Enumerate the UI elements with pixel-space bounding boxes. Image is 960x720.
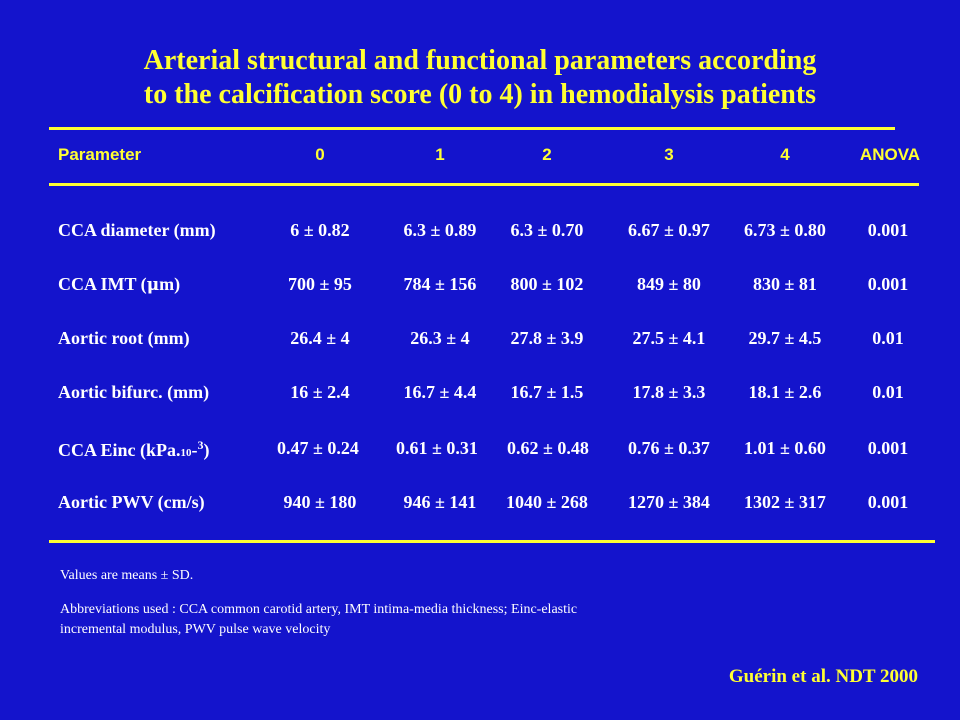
cell-anova: 0.01 — [872, 382, 904, 402]
note-abbreviations: Abbreviations used : CCA common carotid … — [60, 600, 800, 640]
cell-score-1: 16.7 ± 4.4 — [403, 382, 477, 402]
cell-score-4: 1302 ± 317 — [744, 492, 826, 512]
cell-score-2: 16.7 ± 1.5 — [510, 382, 584, 402]
cell-score-0: 26.4 ± 4 — [290, 328, 350, 348]
row-label-small-10: 10 — [180, 447, 192, 459]
row-label-close: ) — [203, 440, 210, 460]
cell-score-1: 784 ± 156 — [403, 274, 477, 294]
row-label-text: CCA IMT ( — [58, 274, 147, 294]
cell-score-3: 1270 ± 384 — [628, 492, 710, 512]
title-rule — [49, 127, 895, 130]
cell-score-4: 830 ± 81 — [753, 274, 817, 294]
cell-anova: 0.01 — [872, 328, 904, 348]
cell-anova: 0.001 — [867, 438, 909, 458]
slide-title: Arterial structural and functional param… — [40, 44, 920, 112]
cell-score-0: 6 ± 0.82 — [290, 220, 350, 240]
cell-score-3: 6.67 ± 0.97 — [628, 220, 710, 240]
header-anova: ANOVA — [859, 145, 921, 164]
cell-score-0: 16 ± 2.4 — [290, 382, 350, 402]
header-score-3: 3 — [664, 145, 674, 164]
note-abbreviations-line-1: Abbreviations used : CCA common carotid … — [60, 602, 578, 617]
table-row: CCA IMT (μm) 700 ± 95 784 ± 156 800 ± 10… — [0, 274, 960, 298]
citation: Guérin et al. NDT 2000 — [728, 666, 918, 687]
title-line-1: Arterial structural and functional param… — [143, 45, 817, 76]
cell-score-1: 6.3 ± 0.89 — [403, 220, 477, 240]
cell-score-1: 26.3 ± 4 — [410, 328, 470, 348]
header-score-1: 1 — [435, 145, 445, 164]
table-row: Aortic bifurc. (mm) 16 ± 2.4 16.7 ± 4.4 … — [0, 382, 960, 406]
cell-score-3: 27.5 ± 4.1 — [632, 328, 706, 348]
cell-score-2: 27.8 ± 3.9 — [510, 328, 584, 348]
cell-score-4: 18.1 ± 2.6 — [748, 382, 822, 402]
cell-score-3: 849 ± 80 — [637, 274, 701, 294]
row-label-text: CCA Einc (kPa. — [58, 440, 181, 460]
header-score-4: 4 — [780, 145, 790, 164]
mu-symbol: μ — [146, 275, 160, 295]
row-label: CCA IMT (μm) — [58, 274, 180, 295]
cell-score-3: 0.76 ± 0.37 — [628, 438, 710, 458]
row-label-minus: - — [191, 440, 198, 460]
table-row: CCA Einc (kPa.10-3) 0.47 ± 0.24 0.61 ± 0… — [0, 438, 960, 462]
cell-score-0: 940 ± 180 — [283, 492, 357, 512]
note-abbreviations-line-2: incremental modulus, PWV pulse wave velo… — [60, 622, 331, 637]
cell-score-3: 17.8 ± 3.3 — [632, 382, 706, 402]
cell-score-2: 0.62 ± 0.48 — [507, 438, 589, 458]
header-parameter: Parameter — [58, 145, 142, 164]
header-score-2: 2 — [542, 145, 552, 164]
row-label-unit: m) — [159, 274, 181, 294]
row-label: Aortic PWV (cm/s) — [58, 492, 205, 512]
row-label: Aortic bifurc. (mm) — [58, 382, 210, 402]
table-bottom-rule — [49, 540, 935, 543]
cell-score-0: 0.47 ± 0.24 — [277, 438, 359, 458]
cell-score-4: 29.7 ± 4.5 — [748, 328, 822, 348]
table-header: Parameter 0 1 2 3 4 ANOVA — [0, 145, 960, 167]
cell-score-2: 800 ± 102 — [510, 274, 584, 294]
table-row: CCA diameter (mm) 6 ± 0.82 6.3 ± 0.89 6.… — [0, 220, 960, 244]
cell-score-4: 1.01 ± 0.60 — [744, 438, 826, 458]
table-row: Aortic root (mm) 26.4 ± 4 26.3 ± 4 27.8 … — [0, 328, 960, 352]
cell-anova: 0.001 — [867, 220, 909, 240]
cell-score-2: 1040 ± 268 — [506, 492, 588, 512]
header-rule — [49, 183, 919, 186]
cell-score-1: 0.61 ± 0.31 — [396, 438, 478, 458]
table-row: Aortic PWV (cm/s) 940 ± 180 946 ± 141 10… — [0, 492, 960, 516]
cell-anova: 0.001 — [867, 274, 909, 294]
cell-score-0: 700 ± 95 — [288, 274, 352, 294]
row-label: Aortic root (mm) — [58, 328, 190, 348]
row-label: CCA diameter (mm) — [58, 220, 216, 240]
cell-score-4: 6.73 ± 0.80 — [744, 220, 826, 240]
row-label-superscript: 3 — [197, 438, 204, 452]
note-means: Values are means ± SD. — [60, 568, 194, 583]
cell-score-2: 6.3 ± 0.70 — [510, 220, 584, 240]
header-score-0: 0 — [315, 145, 325, 164]
cell-anova: 0.001 — [867, 492, 909, 512]
row-label: CCA Einc (kPa.10-3) — [58, 438, 210, 461]
cell-score-1: 946 ± 141 — [403, 492, 477, 512]
title-line-2: to the calcification score (0 to 4) in h… — [143, 79, 817, 110]
